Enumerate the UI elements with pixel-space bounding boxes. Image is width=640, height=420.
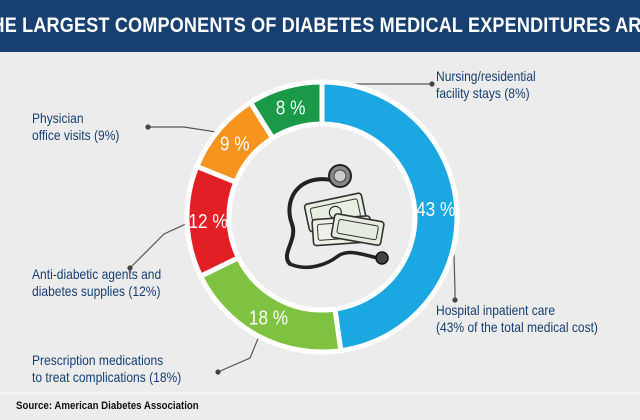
callout-antidiabetic: Anti-diabetic agents and diabetes suppli… — [32, 266, 161, 300]
leader-dot-prescription — [215, 369, 221, 375]
callout-nursing-line-2: facility stays (8%) — [436, 85, 530, 101]
slice-labels: 43 % 18 % 12 % 9 % 8 % — [188, 96, 455, 329]
leader-dot-hospital — [452, 297, 458, 303]
slice-label-hospital: 43 % — [416, 198, 455, 221]
callout-antidiabetic-line-2: diabetes supplies (12%) — [32, 283, 161, 299]
leader-dot-physician — [145, 124, 151, 130]
callout-nursing-line-1: Nursing/residential — [436, 68, 536, 84]
slice-label-physician: 9 % — [220, 132, 250, 155]
donut-slices — [184, 79, 460, 355]
footer-divider — [0, 392, 640, 394]
slice-label-prescription: 18 % — [249, 306, 288, 329]
callout-prescription-line-2: to treat complications (18%) — [32, 369, 182, 385]
callout-prescription-line-1: Prescription medications — [32, 352, 164, 368]
slice-prescription — [197, 254, 344, 355]
callout-physician-line-1: Physician — [32, 110, 84, 126]
leader-dot-nursing — [429, 81, 435, 87]
slice-label-antidiabetic: 12 % — [188, 210, 227, 233]
header-banner: THE LARGEST COMPONENTS OF DIABETES MEDIC… — [0, 0, 640, 52]
callout-physician: Physician office visits (9%) — [32, 110, 119, 144]
slice-label-nursing: 8 % — [276, 96, 306, 119]
callout-hospital-line-1: Hospital inpatient care — [436, 302, 556, 318]
leader-line-prescription — [217, 332, 262, 373]
chart-title: THE LARGEST COMPONENTS OF DIABETES MEDIC… — [0, 14, 640, 37]
callout-antidiabetic-line-1: Anti-diabetic agents and — [32, 266, 162, 282]
leader-dot-antidiabetic — [127, 265, 133, 271]
leader-lines — [127, 81, 458, 375]
callout-hospital-line-2: (43% of the total medical cost) — [436, 319, 598, 335]
leader-line-physician — [148, 126, 222, 134]
slice-hospital — [319, 79, 460, 354]
slice-nursing — [247, 79, 325, 142]
leader-line-antidiabetic — [129, 221, 192, 269]
stethoscope-and-money-icon — [284, 164, 389, 269]
callout-hospital: Hospital inpatient care (43% of the tota… — [436, 302, 598, 336]
callout-physician-line-2: office visits (9%) — [32, 127, 120, 143]
callout-nursing: Nursing/residential facility stays (8%) — [436, 68, 536, 102]
callout-prescription: Prescription medications to treat compli… — [32, 352, 181, 386]
source-note: Source: American Diabetes Association — [16, 400, 199, 412]
